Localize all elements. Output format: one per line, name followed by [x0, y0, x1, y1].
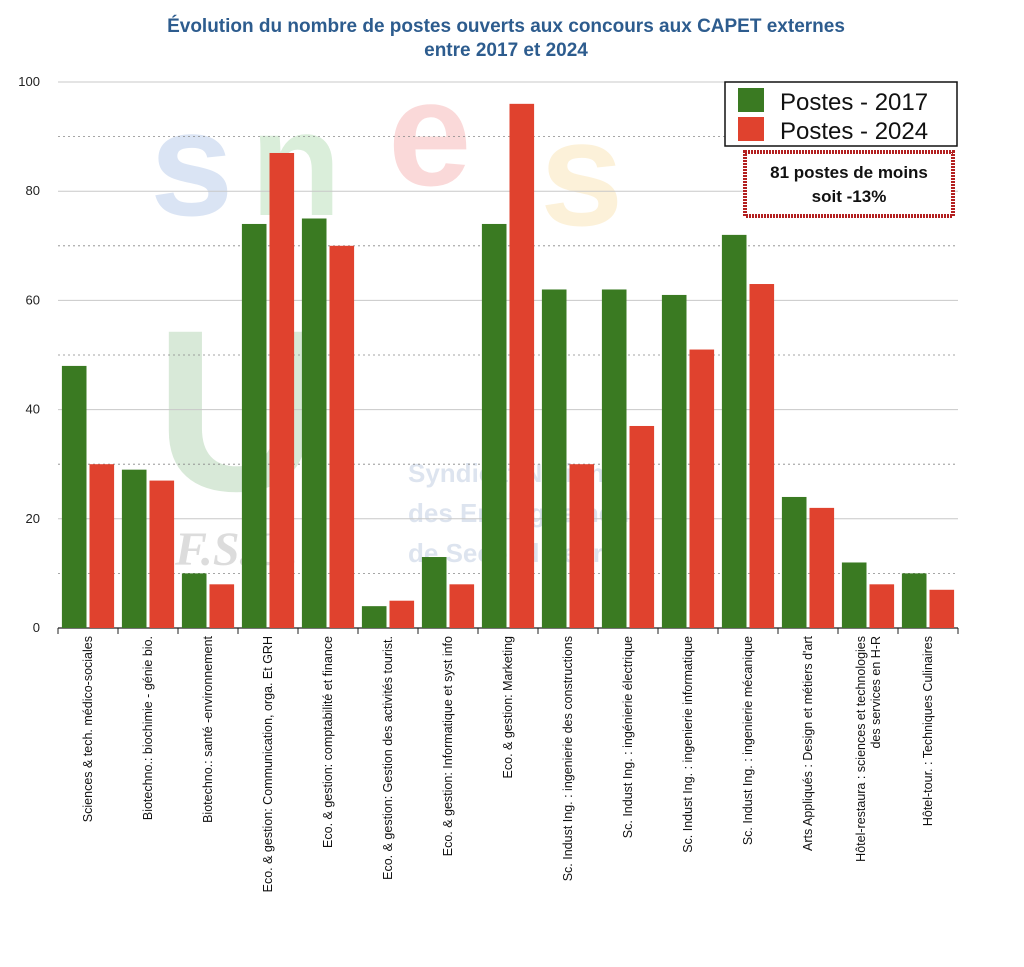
bar-2017 — [121, 469, 147, 628]
x-category-label: Eco. & gestion: Gestion des activités to… — [381, 636, 395, 880]
chart-title: Évolution du nombre de postes ouverts au… — [167, 15, 845, 37]
x-category-label: Sc. Indust Ing. : ingénierie électrique — [621, 636, 635, 838]
bar-2024 — [89, 464, 115, 628]
y-axis: 0 20 40 60 80 100 — [18, 74, 40, 635]
bar-2017 — [241, 223, 267, 628]
x-category-label: Sc. Indust Ing. : ingenierie des constru… — [561, 636, 575, 881]
bar-2024 — [689, 349, 715, 628]
bar-2024 — [329, 245, 355, 629]
x-category-label: Eco. & gestion: Communication, orga. Et … — [261, 636, 275, 892]
legend-swatch-2017 — [738, 88, 764, 112]
bar-2024 — [629, 425, 655, 628]
x-category-label: Arts Appliqués : Design et métiers d'art — [801, 635, 815, 851]
bar-2017 — [421, 557, 447, 628]
bar-2024 — [449, 584, 475, 628]
bar-2024 — [389, 600, 415, 628]
y-tick-label: 100 — [18, 74, 40, 89]
chart-bars — [61, 103, 955, 629]
bar-2024 — [869, 584, 895, 628]
chart-legend: Postes - 2017 Postes - 2024 — [724, 81, 958, 147]
y-tick-label: 20 — [26, 511, 40, 526]
y-tick-label: 80 — [26, 183, 40, 198]
x-category-label: Hôtel-tour. : Techniques Culinaires — [921, 636, 935, 826]
annotation-line1: 81 postes de moins — [770, 163, 928, 182]
bar-2017 — [61, 365, 87, 628]
bar-2017 — [481, 223, 507, 628]
bar-2017 — [721, 234, 747, 628]
bar-2017 — [601, 289, 627, 628]
x-category-label: des services en H-R — [869, 636, 883, 749]
watermark-logo-s2: s — [540, 89, 623, 257]
x-category-label: Biotechno.: biochimie - génie bio. — [141, 636, 155, 820]
annotation-box — [743, 150, 955, 218]
bar-2017 — [901, 573, 927, 628]
bar-2024 — [749, 284, 775, 628]
legend-swatch-2024 — [738, 117, 764, 141]
bar-2024 — [269, 152, 295, 629]
bar-2017 — [361, 606, 387, 628]
y-tick-label: 0 — [33, 620, 40, 635]
annotation-line2: soit -13% — [812, 187, 887, 206]
x-category-label: Hôtel-restaura : sciences et technologie… — [854, 636, 868, 862]
bar-2017 — [841, 562, 867, 628]
x-category-label: Sc. Indust Ing. : ingenierie informatiqu… — [681, 636, 695, 853]
watermark-logo-big: U — [155, 282, 321, 539]
watermark-logo-n: n — [250, 79, 342, 247]
chart-subtitle: entre 2017 et 2024 — [424, 40, 588, 61]
bar-2024 — [209, 584, 235, 628]
summary-annotation: 81 postes de moins soit -13% — [743, 150, 955, 218]
bar-2024 — [569, 464, 595, 628]
watermark-logo-e: e — [388, 49, 471, 217]
x-category-label: Eco. & gestion: comptabilité et finance — [321, 636, 335, 848]
bar-2024 — [929, 589, 955, 628]
bar-2017 — [661, 294, 687, 628]
legend-label-2017: Postes - 2017 — [780, 89, 928, 116]
bar-2017 — [781, 496, 807, 628]
bar-2017 — [181, 573, 207, 628]
legend-label-2024: Postes - 2024 — [780, 118, 928, 145]
bar-2017 — [541, 289, 567, 628]
bar-2024 — [509, 103, 535, 629]
y-tick-label: 40 — [26, 402, 40, 417]
bar-2024 — [809, 507, 835, 628]
x-category-label: Sc. Indust Ing. : ingenierie mécanique — [741, 636, 755, 845]
watermark-logo-s: s — [150, 79, 233, 247]
x-category-label: Eco. & gestion: Marketing — [501, 636, 515, 778]
y-tick-label: 60 — [26, 292, 40, 307]
x-category-label: Sciences & tech. médico-sociales — [81, 636, 95, 822]
bar-2017 — [301, 218, 327, 628]
x-category-label: Eco. & gestion: Informatique et syst inf… — [441, 636, 455, 856]
x-category-label: Biotechno.: santé -environnement — [201, 635, 215, 822]
x-axis: Sciences & tech. médico-sociales Biotechn… — [57, 628, 959, 892]
bar-2024 — [149, 480, 175, 628]
